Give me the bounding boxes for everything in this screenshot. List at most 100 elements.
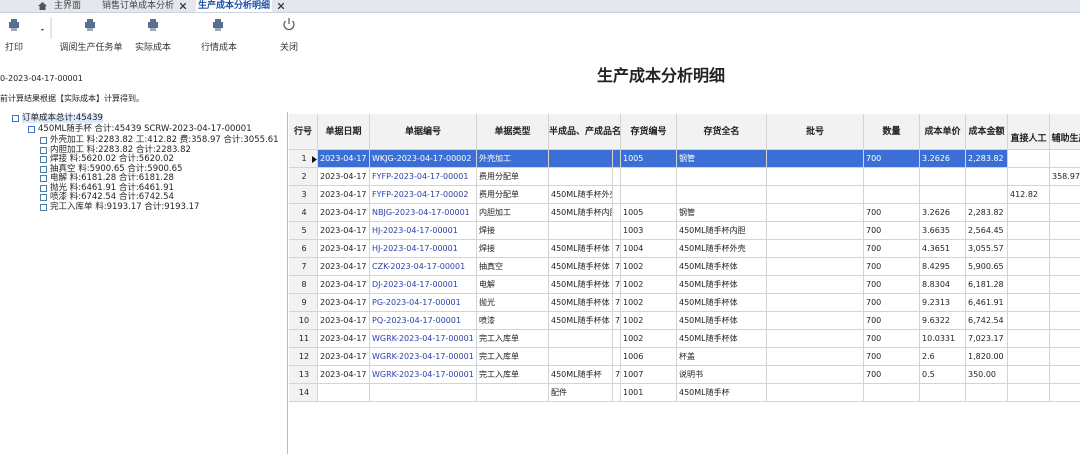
column-header[interactable]: 批号 bbox=[767, 114, 864, 150]
tree-node[interactable]: 订单成本总计:45439 bbox=[22, 113, 103, 123]
column-header[interactable]: 存货编号 bbox=[621, 114, 677, 150]
tab[interactable]: 生产成本分析明细 bbox=[196, 0, 273, 12]
column-header[interactable]: 直接人工 bbox=[1008, 114, 1050, 150]
column-header[interactable]: 存货全名 bbox=[677, 114, 767, 150]
table-cell: 2,283.82 bbox=[966, 150, 1008, 168]
table-cell: 450ML随手杯外壳 bbox=[549, 186, 613, 204]
table-cell bbox=[1008, 312, 1050, 330]
table-cell: 14 bbox=[289, 384, 318, 402]
table-cell: 费用分配单 bbox=[477, 168, 549, 186]
table-cell bbox=[920, 186, 966, 204]
table-cell: 0.5 bbox=[920, 366, 966, 384]
tree-node[interactable]: 抽真空 料:5900.65 合计:5900.65 bbox=[50, 163, 183, 174]
table-cell: 焊接 bbox=[477, 222, 549, 240]
table-cell bbox=[966, 384, 1008, 402]
toolbar-button[interactable]: 实际成本 bbox=[134, 43, 171, 53]
table-cell: PQ-2023-04-17-00001 bbox=[370, 312, 477, 330]
table-cell: 抽真空 bbox=[477, 258, 549, 276]
table-cell bbox=[767, 348, 864, 366]
toolbar-button[interactable]: 调阅生产任务单 bbox=[59, 43, 123, 53]
table-cell bbox=[1008, 222, 1050, 240]
table-cell bbox=[1050, 258, 1080, 276]
order-number: 0-2023-04-17-00001 bbox=[0, 74, 83, 83]
tree-node[interactable]: 外壳加工 料:2283.82 工:412.82 费:358.97 合计:3055… bbox=[50, 135, 279, 145]
close-icon[interactable] bbox=[278, 3, 284, 9]
table-cell: 350.00 bbox=[966, 366, 1008, 384]
table-cell bbox=[613, 150, 621, 168]
table-cell: 700 bbox=[864, 258, 920, 276]
column-header[interactable]: 单据日期 bbox=[318, 114, 370, 150]
close-icon[interactable] bbox=[180, 3, 186, 9]
table-cell: 9 bbox=[289, 294, 318, 312]
tree-node[interactable]: 焊接 料:5620.02 合计:5620.02 bbox=[50, 154, 174, 164]
table-cell bbox=[613, 384, 621, 402]
table-cell bbox=[1050, 186, 1080, 204]
table-cell: 1007 bbox=[621, 366, 677, 384]
column-header[interactable]: 单据编号 bbox=[370, 114, 477, 150]
table-cell: 完工入库单 bbox=[477, 366, 549, 384]
tree-icon bbox=[40, 175, 47, 182]
table-cell: 9.2313 bbox=[920, 294, 966, 312]
column-header[interactable]: 成本单价 bbox=[920, 114, 966, 150]
table-cell: 450ML随手杯体 bbox=[677, 276, 767, 294]
tab[interactable]: 销售订单成本分析 bbox=[102, 1, 175, 11]
table-cell: 7,023.17 bbox=[966, 330, 1008, 348]
table-cell bbox=[621, 168, 677, 186]
table-cell: 2023-04-17 bbox=[318, 294, 370, 312]
table-cell: 焊接 bbox=[477, 240, 549, 258]
tree-node[interactable]: 450ML随手杯 合计:45439 SCRW-2023-04-17-00001 bbox=[38, 124, 252, 134]
table-cell: FYFP-2023-04-17-00001 bbox=[370, 168, 477, 186]
column-header[interactable]: 数量 bbox=[864, 114, 920, 150]
table-cell bbox=[1050, 150, 1080, 168]
table-cell: WKJG-2023-04-17-00002 bbox=[370, 150, 477, 168]
table-cell: 2023-04-17 bbox=[318, 258, 370, 276]
table-cell: DJ-2023-04-17-00001 bbox=[370, 276, 477, 294]
table-cell bbox=[549, 330, 613, 348]
table-cell bbox=[613, 348, 621, 366]
column-header[interactable]: 单据类型 bbox=[477, 114, 549, 150]
tree-node[interactable]: 喷漆 料:6742.54 合计:6742.54 bbox=[50, 192, 174, 202]
table-cell: 8.8304 bbox=[920, 276, 966, 294]
column-header[interactable]: 辅助生产 bbox=[1050, 114, 1080, 150]
table-cell bbox=[1050, 240, 1080, 258]
table-cell: 费用分配单 bbox=[477, 186, 549, 204]
table-cell: 3.2626 bbox=[920, 150, 966, 168]
table-cell: 5 bbox=[289, 222, 318, 240]
tree-node[interactable]: 内胆加工 料:2283.82 合计:2283.82 bbox=[50, 144, 191, 155]
table-cell bbox=[677, 168, 767, 186]
tree-node[interactable]: 电解 料:6181.28 合计:6181.28 bbox=[50, 173, 174, 183]
tab[interactable]: 主界面 bbox=[54, 1, 82, 11]
toolbar-button[interactable]: 行情成本 bbox=[200, 43, 237, 53]
column-header[interactable]: 成本金额 bbox=[966, 114, 1008, 150]
tree-node[interactable]: 抛光 料:6461.91 合计:6461.91 bbox=[50, 182, 174, 193]
table-cell: 2023-04-17 bbox=[318, 204, 370, 222]
table-cell: 2,564.45 bbox=[966, 222, 1008, 240]
table-cell: 完工入库单 bbox=[477, 330, 549, 348]
table-cell bbox=[677, 186, 767, 204]
table-cell: 1002 bbox=[621, 330, 677, 348]
tree-icon bbox=[40, 203, 47, 211]
table-cell: 1001 bbox=[621, 384, 677, 402]
table-cell: 700 bbox=[613, 240, 621, 258]
table-cell: 8.4295 bbox=[920, 258, 966, 276]
table-cell: 内胆加工 bbox=[477, 204, 549, 222]
table-cell bbox=[1008, 348, 1050, 366]
table-cell bbox=[767, 294, 864, 312]
table-cell: 2023-04-17 bbox=[318, 312, 370, 330]
table-cell: 10 bbox=[289, 312, 318, 330]
table-cell: 13 bbox=[289, 366, 318, 384]
tree-node[interactable]: 完工入库单 料:9193.17 合计:9193.17 bbox=[50, 201, 200, 212]
table-cell: 2023-04-17 bbox=[318, 240, 370, 258]
table-cell bbox=[549, 150, 613, 168]
table-cell: 杯盖 bbox=[677, 348, 767, 366]
table-cell: PG-2023-04-17-00001 bbox=[370, 294, 477, 312]
table-cell bbox=[1050, 222, 1080, 240]
column-header[interactable]: 行号 bbox=[289, 114, 318, 150]
table-cell bbox=[767, 312, 864, 330]
toolbar-button[interactable]: 打印 bbox=[4, 43, 23, 53]
column-header[interactable]: 半成品、产成品名称 bbox=[549, 114, 621, 150]
toolbar-button[interactable]: 关闭 bbox=[279, 43, 298, 53]
table-cell bbox=[1008, 258, 1050, 276]
table-cell bbox=[767, 330, 864, 348]
table-cell: 3.6635 bbox=[920, 222, 966, 240]
